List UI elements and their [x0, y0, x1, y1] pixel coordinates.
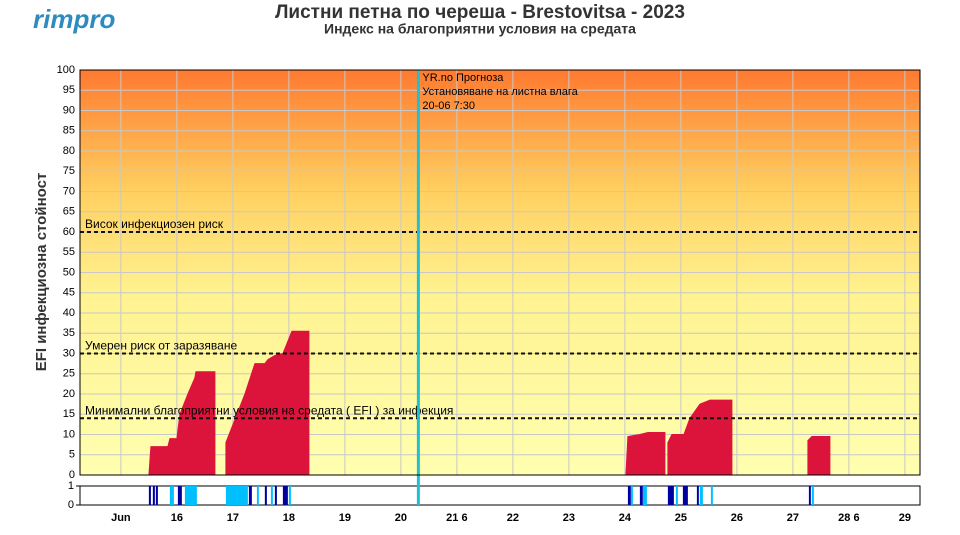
- x-tick-label: 22: [507, 512, 519, 524]
- y-tick-label: 95: [63, 84, 75, 96]
- y-tick-label: 25: [63, 368, 75, 380]
- x-tick-label: 23: [563, 512, 575, 524]
- wetness-bar: [811, 486, 814, 505]
- wetness-bar: [177, 486, 182, 505]
- x-tick-label: 25: [675, 512, 687, 524]
- forecast-label: YR.no Прогноза: [422, 72, 504, 84]
- wetness-bar: [630, 486, 633, 505]
- y-tick-label: 50: [63, 266, 75, 278]
- y-tick-label: 80: [63, 145, 75, 157]
- y-tick-label: 45: [63, 287, 75, 299]
- forecast-label: Установяване на листна влага: [422, 86, 578, 98]
- wetness-bar: [642, 486, 647, 505]
- y-tick-label: 100: [57, 64, 75, 76]
- wetness-bar: [264, 486, 267, 505]
- x-tick-label: 17: [227, 512, 239, 524]
- wetness-bar: [225, 486, 248, 505]
- wetness-bar: [184, 486, 197, 505]
- chart-title: Листни петна по череша - Brestovitsa - 2…: [275, 2, 685, 23]
- chart-subtitle: Индекс на благоприятни условия на средат…: [324, 21, 636, 37]
- y-tick-label: 55: [63, 246, 75, 258]
- logo: rimpro: [33, 4, 115, 34]
- threshold-label: Умерен риск от заразяване: [85, 339, 237, 353]
- wetness-bar: [639, 486, 643, 505]
- forecast-label: 20-06 7:30: [422, 100, 475, 112]
- y-tick-label: 90: [63, 104, 75, 116]
- threshold-label: Висок инфекциозен риск: [85, 217, 224, 231]
- y-tick-label: 0: [68, 499, 74, 511]
- efi-area: [148, 330, 831, 476]
- wetness-bar: [256, 486, 259, 505]
- wetness-bar: [808, 486, 811, 505]
- y-tick-label: 75: [63, 165, 75, 177]
- threshold-label: Минимални благоприятни условия на средат…: [85, 403, 453, 417]
- y-tick-label: 60: [63, 226, 75, 238]
- x-tick-label: 27: [787, 512, 799, 524]
- wetness-bar: [270, 486, 273, 505]
- x-tick-label: 28 6: [838, 512, 859, 524]
- wetness-panel: [79, 485, 921, 506]
- y-tick-label: 1: [68, 480, 74, 492]
- wetness-bar: [627, 486, 631, 505]
- y-tick-label: 30: [63, 347, 75, 359]
- x-tick-label: 20: [395, 512, 407, 524]
- y-tick-label: 15: [63, 408, 75, 420]
- wetness-bar: [682, 486, 688, 505]
- y-tick-label: 5: [69, 449, 75, 461]
- y-tick-label: 35: [63, 327, 75, 339]
- wetness-bar: [248, 486, 252, 505]
- y-tick-label: 65: [63, 206, 75, 218]
- plot-frame: [79, 69, 921, 476]
- wetness-bar: [152, 486, 155, 505]
- y-tick-label: 0: [69, 469, 75, 481]
- wetness-bar: [274, 486, 277, 505]
- x-tick-label: 24: [619, 512, 632, 524]
- wetness-bar: [699, 486, 703, 505]
- wetness-bar: [675, 486, 678, 505]
- y-tick-label: 85: [63, 125, 75, 137]
- y-tick-label: 70: [63, 185, 75, 197]
- y-axis-label: EFI инфекциозна стойност: [33, 173, 50, 372]
- y-tick-label: 40: [63, 307, 75, 319]
- x-tick-label: 26: [731, 512, 743, 524]
- wetness-bar: [282, 486, 288, 505]
- x-tick-label: 21 6: [446, 512, 467, 524]
- x-tick-label: 19: [339, 512, 351, 524]
- wetness-bar: [169, 486, 174, 505]
- wetness-bar: [696, 486, 699, 505]
- wetness-bar: [667, 486, 674, 505]
- x-tick-label: 18: [283, 512, 295, 524]
- wetness-bar: [155, 486, 158, 505]
- x-tick-label: 16: [171, 512, 183, 524]
- y-tick-label: 10: [63, 428, 75, 440]
- wetness-bar: [288, 486, 291, 505]
- wetness-bar: [148, 486, 151, 505]
- x-tick-label: 29: [899, 512, 911, 524]
- wetness-bar: [710, 486, 713, 505]
- y-tick-label: 20: [63, 388, 75, 400]
- x-tick-label: Jun: [111, 512, 131, 524]
